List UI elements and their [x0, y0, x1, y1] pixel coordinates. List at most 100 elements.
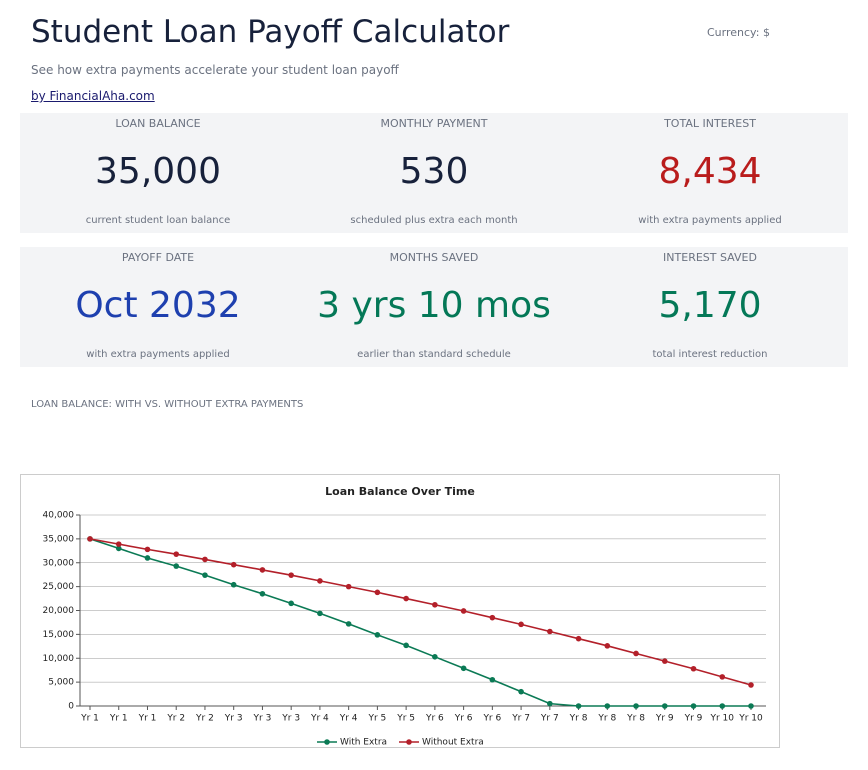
- y-tick-label: 10,000: [43, 654, 75, 664]
- data-point: [317, 610, 323, 617]
- x-tick-label: Yr 1: [109, 714, 128, 724]
- data-point: [87, 536, 93, 542]
- stat-card: MONTHLY PAYMENT 530 scheduled plus extra e…: [296, 113, 572, 233]
- chart: Loan Balance Over Time 0 5,000 10,000 15,00…: [20, 474, 780, 748]
- data-point: [345, 621, 352, 627]
- y-tick-label: 15,000: [43, 630, 75, 640]
- x-tick-label: Yr 7: [540, 714, 559, 724]
- stat-card: TOTAL INTEREST 8,434 with extra payments a…: [572, 113, 848, 233]
- data-point: [432, 601, 438, 608]
- data-point: [317, 578, 323, 584]
- x-tick-label: Yr 3: [253, 714, 272, 724]
- stat-note: with extra payments applied: [86, 349, 230, 360]
- y-tick-label: 35,000: [43, 534, 75, 544]
- subtitle: See how extra payments accelerate your s…: [31, 63, 399, 77]
- stat-note: earlier than standard schedule: [357, 349, 511, 360]
- currency-label: Currency: $: [707, 26, 770, 39]
- data-point: [202, 556, 208, 563]
- data-point: [518, 688, 524, 695]
- data-point: [661, 658, 668, 664]
- data-point: [173, 563, 180, 569]
- stat-note: total interest reduction: [652, 349, 768, 360]
- data-point: [403, 595, 409, 602]
- page-title: Student Loan Payoff Calculator: [31, 14, 510, 50]
- x-tick-label: Yr 5: [396, 714, 415, 724]
- legend-label: Without Extra: [422, 738, 484, 748]
- data-point: [547, 628, 553, 635]
- x-tick-label: Yr 4: [339, 714, 358, 724]
- series-line: [89, 538, 752, 686]
- data-point: [604, 643, 611, 649]
- y-tick-label: 30,000: [43, 558, 75, 568]
- data-point: [460, 665, 467, 672]
- data-point: [230, 561, 237, 568]
- source-link[interactable]: by FinancialAha.com: [31, 89, 155, 103]
- data-point: [748, 682, 754, 688]
- x-tick-label: Yr 2: [195, 714, 214, 724]
- stat-label: INTEREST SAVED: [663, 251, 757, 264]
- data-point: [575, 703, 582, 709]
- legend-marker: [324, 739, 330, 745]
- y-tick-label: 20,000: [43, 606, 75, 616]
- x-tick-label: Yr 8: [569, 714, 588, 724]
- stat-label: MONTHS SAVED: [389, 251, 479, 264]
- data-point: [432, 654, 438, 660]
- x-tick-label: Yr 10: [710, 714, 735, 724]
- stat-value: Oct 2032: [75, 285, 241, 326]
- x-tick-label: Yr 8: [597, 714, 616, 724]
- y-tick-label: 0: [68, 702, 74, 712]
- stat-note: current student loan balance: [85, 215, 231, 226]
- chart-title: Loan Balance Over Time: [325, 485, 475, 498]
- x-tick-label: Yr 10: [738, 714, 763, 724]
- data-point: [604, 703, 611, 709]
- stat-label: PAYOFF DATE: [121, 251, 195, 264]
- card-row: LOAN BALANCE 35,000 current student loan b…: [20, 113, 848, 233]
- x-tick-label: Yr 6: [454, 714, 473, 724]
- x-tick-label: Yr 1: [80, 714, 99, 724]
- data-point: [661, 703, 668, 709]
- stat-label: TOTAL INTEREST: [664, 117, 756, 130]
- data-point: [115, 545, 122, 552]
- data-point: [374, 632, 381, 638]
- y-tick-label: 40,000: [43, 511, 75, 521]
- data-point: [460, 608, 467, 614]
- stat-label: MONTHLY PAYMENT: [380, 117, 488, 130]
- data-point: [518, 621, 524, 628]
- data-point: [173, 551, 180, 557]
- data-point: [633, 650, 639, 657]
- stat-card: PAYOFF DATE Oct 2032 with extra payments a…: [20, 247, 296, 367]
- data-point: [259, 590, 266, 597]
- x-tick-label: Yr 3: [224, 714, 243, 724]
- series-line: [89, 538, 751, 707]
- data-point: [690, 665, 697, 672]
- data-point: [144, 555, 151, 561]
- data-point: [115, 541, 122, 547]
- stat-card: LOAN BALANCE 35,000 current student loan b…: [20, 113, 296, 233]
- data-point: [748, 703, 754, 709]
- stat-value: 5,170: [658, 285, 762, 326]
- x-tick-label: Yr 9: [684, 714, 703, 724]
- data-point: [374, 589, 381, 596]
- data-point: [547, 700, 553, 707]
- stat-card: INTEREST SAVED 5,170 total interest reduct…: [572, 247, 848, 367]
- stat-value: 530: [399, 151, 469, 192]
- legend-marker: [406, 739, 412, 745]
- y-tick-label: 5,000: [48, 678, 74, 688]
- legend-label: With Extra: [340, 738, 387, 748]
- stat-card: MONTHS SAVED 3 yrs 10 mos earlier than sta…: [296, 247, 572, 367]
- stat-value: 8,434: [658, 151, 762, 192]
- section-label: LOAN BALANCE: WITH VS. WITHOUT EXTRA PAY…: [31, 399, 304, 410]
- card-row: PAYOFF DATE Oct 2032 with extra payments a…: [20, 247, 848, 367]
- data-point: [403, 642, 409, 649]
- x-tick-label: Yr 6: [425, 714, 444, 724]
- x-tick-label: Yr 7: [511, 714, 530, 724]
- x-tick-label: Yr 5: [367, 714, 386, 724]
- data-point: [144, 546, 151, 553]
- x-tick-label: Yr 1: [138, 714, 157, 724]
- stat-note: scheduled plus extra each month: [350, 215, 518, 226]
- stat-note: with extra payments applied: [638, 215, 782, 226]
- data-point: [719, 674, 726, 680]
- x-tick-label: Yr 8: [626, 714, 645, 724]
